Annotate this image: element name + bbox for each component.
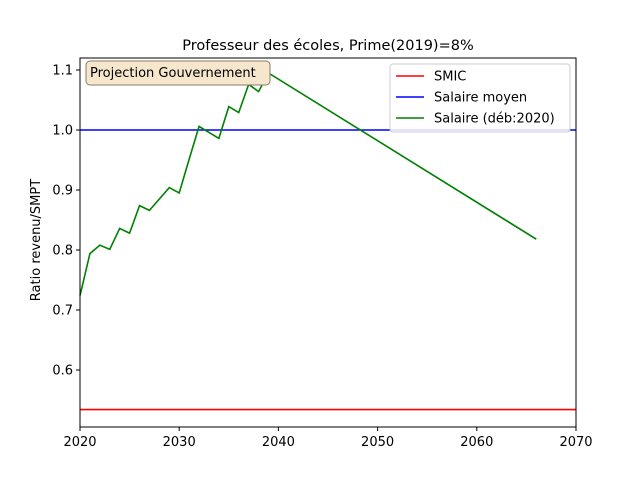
x-tick-label: 2060: [460, 435, 493, 450]
series-line-2: [79, 71, 537, 296]
chart-title: Professeur des écoles, Prime(2019)=8%: [182, 38, 474, 54]
y-axis: 0.6 0.7 0.8 0.9 1.0 1.1: [52, 64, 80, 379]
annotation-background: [85, 60, 271, 86]
x-axis: 2020 2030 2040 2050 2060 2070: [63, 427, 593, 450]
y-tick-label: 0.7: [52, 304, 73, 319]
x-tick-label: 2030: [163, 435, 196, 450]
x-tick-label: 2050: [361, 435, 394, 450]
plot-frame: [79, 57, 577, 428]
x-tick-label: 2040: [262, 435, 295, 450]
legend-label-1: Salaire moyen: [434, 91, 527, 106]
y-tick-label: 0.8: [52, 244, 73, 259]
x-tick-label: 2020: [63, 435, 96, 450]
legend-label-0: SMIC: [434, 70, 466, 85]
annotation-box: Projection Gouvernement: [85, 60, 271, 86]
y-tick-label: 1.0: [52, 124, 73, 139]
legend-box: [389, 63, 571, 133]
y-tick-label: 0.9: [52, 184, 73, 199]
y-tick-label: 1.1: [52, 64, 73, 79]
y-axis-label: Ratio revenu/SMPT: [29, 179, 44, 301]
legend: SMIC Salaire moyen Salaire (déb:2020): [389, 63, 571, 133]
legend-label-2: Salaire (déb:2020): [434, 112, 555, 127]
y-tick-label: 0.6: [52, 364, 73, 379]
x-tick-label: 2070: [559, 435, 592, 450]
annotation-text: Projection Gouvernement: [90, 66, 256, 81]
